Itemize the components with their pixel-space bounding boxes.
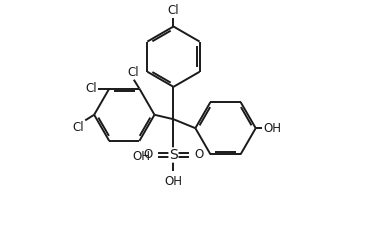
Text: OH: OH [263, 122, 281, 135]
Text: Cl: Cl [73, 121, 84, 134]
Text: Cl: Cl [168, 4, 179, 17]
Text: OH: OH [133, 150, 151, 163]
Text: O: O [144, 148, 153, 161]
Text: S: S [169, 148, 178, 162]
Text: Cl: Cl [85, 82, 97, 95]
Text: Cl: Cl [127, 66, 138, 79]
Text: O: O [194, 148, 203, 161]
Text: OH: OH [164, 175, 182, 188]
